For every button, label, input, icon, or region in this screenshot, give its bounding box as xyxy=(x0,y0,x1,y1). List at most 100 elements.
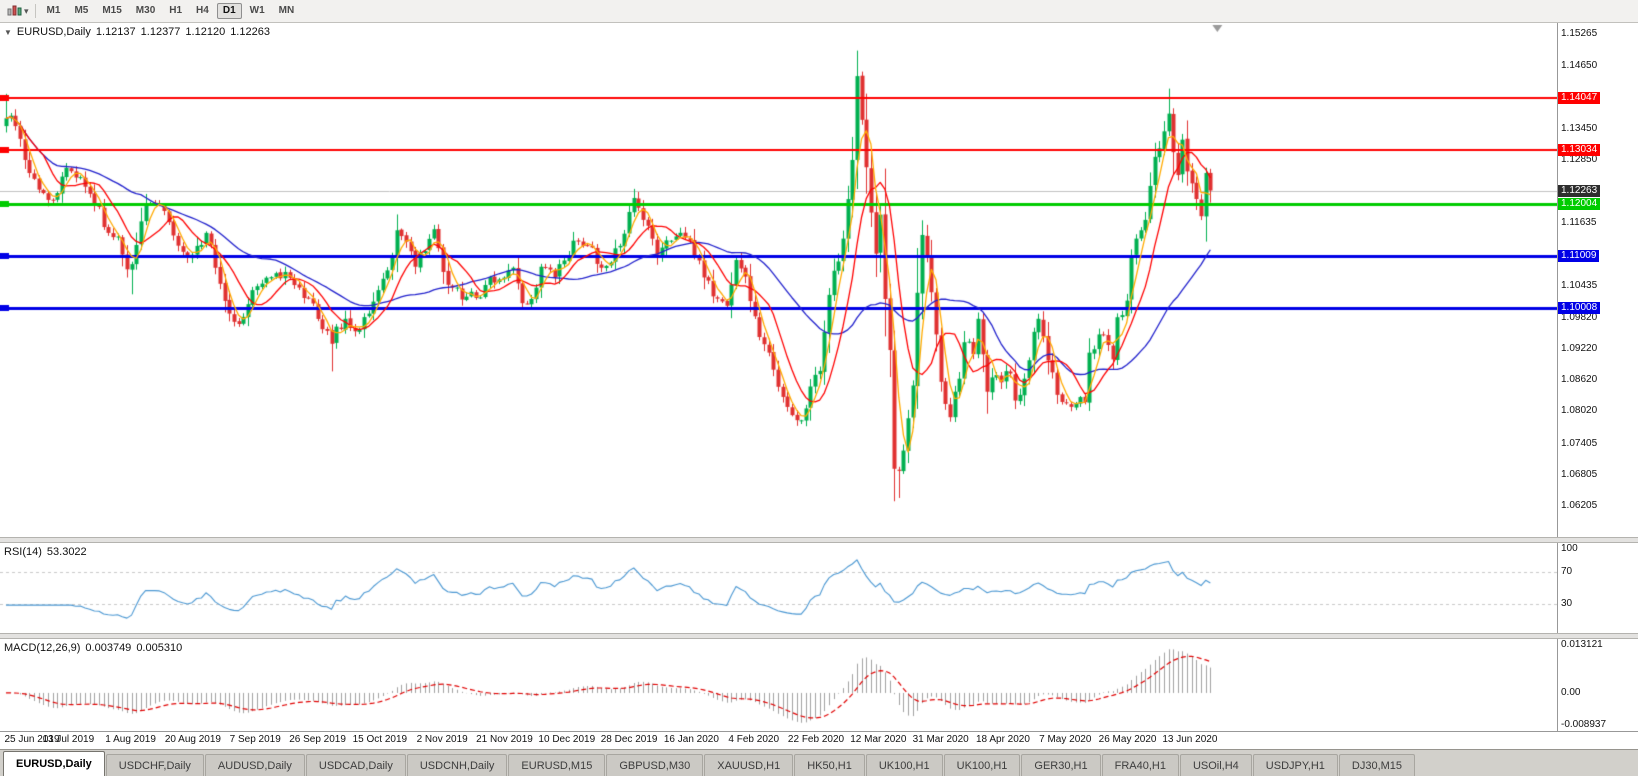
time-axis-label: 2 Nov 2019 xyxy=(416,734,468,745)
macd-axis[interactable]: 0.013121 0.00 -0.008937 xyxy=(1557,639,1638,731)
price-tick-label: 1.12850 xyxy=(1561,153,1598,165)
price-tick-label: 1.08620 xyxy=(1561,374,1598,386)
price-tick-label: 1.15265 xyxy=(1561,28,1598,40)
chart-tab-2-audusd-daily[interactable]: AUDUSD,Daily xyxy=(204,754,305,776)
rsi-panel: RSI(14) 53.3022 100 70 30 xyxy=(0,543,1638,633)
toolbar-separator xyxy=(34,4,36,18)
time-axis-label: 7 Sep 2019 xyxy=(229,734,281,745)
price-line-label: 1.12004 xyxy=(1558,198,1601,211)
time-axis-label: 31 Mar 2020 xyxy=(912,734,969,745)
time-axis-label: 13 Jul 2019 xyxy=(42,734,95,745)
chart-tab-6-gbpusd-m30[interactable]: GBPUSD,M30 xyxy=(606,754,704,776)
timeframe-buttons: M1 M5 M15 M30 H1 H4 D1 W1 MN xyxy=(41,3,301,19)
price-tick-label: 1.13450 xyxy=(1561,122,1598,134)
macd-value: 0.003749 xyxy=(85,642,132,654)
chart-tab-1-usdchf-daily[interactable]: USDCHF,Daily xyxy=(105,754,204,776)
time-axis-label: 1 Aug 2019 xyxy=(105,734,156,745)
time-axis-label: 21 Nov 2019 xyxy=(476,734,533,745)
time-axis-label: 10 Dec 2019 xyxy=(538,734,596,745)
chart-tab-13-usoil-h4[interactable]: USOil,H4 xyxy=(1179,754,1252,776)
time-axis-label: 12 Mar 2020 xyxy=(850,734,907,745)
rsi-header: RSI(14) 53.3022 xyxy=(4,546,87,558)
price-line-label: 1.10008 xyxy=(1558,301,1601,314)
price-line-label: 1.14047 xyxy=(1558,91,1601,104)
chart-open-value: 1.12137 xyxy=(95,26,136,38)
chart-header: ▼ EURUSD,Daily 1.12137 1.12377 1.12120 1… xyxy=(4,26,270,38)
panel-resize-handle[interactable] xyxy=(0,633,1638,639)
price-line-label: 1.11009 xyxy=(1558,249,1600,262)
time-axis-label: 25 Jun 2019 xyxy=(4,734,60,745)
macd-axis-label: 0.00 xyxy=(1561,686,1581,698)
chart-tab-15-dj30-m15[interactable]: DJ30,M15 xyxy=(1338,754,1416,776)
main-chart-canvas[interactable] xyxy=(0,23,1558,537)
time-axis-label: 22 Feb 2020 xyxy=(787,734,845,745)
timeframe-button-m5[interactable]: M5 xyxy=(74,5,89,16)
time-axis-label: 26 May 2020 xyxy=(1098,734,1157,745)
timeframe-button-w1[interactable]: W1 xyxy=(249,5,265,16)
price-tick-label: 1.07405 xyxy=(1561,437,1598,449)
rsi-axis-label: 100 xyxy=(1561,543,1578,554)
chart-tab-5-eurusd-m15[interactable]: EURUSD,M15 xyxy=(508,754,606,776)
macd-signal-value: 0.005310 xyxy=(136,642,183,654)
chart-symbol: EURUSD,Daily xyxy=(16,26,91,38)
macd-axis-label: 0.013121 xyxy=(1561,639,1603,650)
timeframe-button-m15[interactable]: M15 xyxy=(102,5,122,16)
chart-close-value: 1.12263 xyxy=(230,26,270,38)
collapse-chart-icon[interactable]: ▼ xyxy=(4,27,12,37)
chart-tab-14-usdjpy-h1[interactable]: USDJPY,H1 xyxy=(1252,754,1338,776)
time-axis-label: 4 Feb 2020 xyxy=(728,734,780,745)
timeframe-button-mn[interactable]: MN xyxy=(278,5,295,16)
time-axis[interactable]: 25 Jun 2019 13 Jul 2019 1 Aug 2019 20 Aug 2… xyxy=(0,731,1638,749)
timeframe-button-h1[interactable]: H1 xyxy=(169,5,183,16)
price-tick-label: 1.06805 xyxy=(1561,468,1598,480)
time-axis-label: 15 Oct 2019 xyxy=(352,734,408,745)
price-tick-label: 1.09820 xyxy=(1561,311,1598,323)
dropdown-caret-icon[interactable]: ▾ xyxy=(24,5,29,16)
price-tick-label: 1.14650 xyxy=(1561,60,1598,72)
rsi-value: 53.3022 xyxy=(46,546,87,558)
macd-axis-label: -0.008937 xyxy=(1561,719,1607,730)
rsi-axis-label: 70 xyxy=(1561,566,1573,577)
chart-tab-0-eurusd-daily[interactable]: EURUSD,Daily xyxy=(3,751,105,776)
rsi-title: RSI(14) xyxy=(4,546,42,558)
timeframe-button-m1[interactable]: M1 xyxy=(46,5,61,16)
panel-resize-handle[interactable] xyxy=(0,537,1638,543)
rsi-axis-label: 30 xyxy=(1561,598,1573,609)
timeframe-button-m30[interactable]: M30 xyxy=(135,5,156,16)
price-tick-label: 1.09220 xyxy=(1561,343,1598,354)
chart-tab-9-uk100-h1[interactable]: UK100,H1 xyxy=(865,754,943,776)
time-axis-label: 20 Aug 2019 xyxy=(164,734,221,745)
time-axis-label: 16 Jan 2020 xyxy=(663,734,719,745)
chart-tab-7-xauusd-h1[interactable]: XAUUSD,H1 xyxy=(704,754,794,776)
chart-tab-3-usdcad-daily[interactable]: USDCAD,Daily xyxy=(305,754,406,776)
timeframe-button-d1[interactable]: D1 xyxy=(216,3,242,19)
main-chart-panel: ▼ EURUSD,Daily 1.12137 1.12377 1.12120 1… xyxy=(0,23,1638,537)
macd-canvas[interactable] xyxy=(0,639,1558,731)
time-axis-label: 18 Apr 2020 xyxy=(975,734,1030,745)
timeframe-button-h4[interactable]: H4 xyxy=(196,5,209,16)
chart-tab-10-uk100-h1[interactable]: UK100,H1 xyxy=(943,754,1021,776)
time-axis-label: 28 Dec 2019 xyxy=(600,734,658,745)
price-tick-label: 1.10435 xyxy=(1561,279,1598,291)
timeframe-toolbar: ▾ M1 M5 M15 M30 H1 H4 D1 W1 MN xyxy=(0,0,1638,23)
price-tick-label: 1.11635 xyxy=(1561,217,1597,229)
chart-tab-11-ger30-h1[interactable]: GER30,H1 xyxy=(1021,754,1101,776)
time-axis-label: 7 May 2020 xyxy=(1039,734,1092,745)
macd-panel: MACD(12,26,9) 0.003749 0.005310 0.013121… xyxy=(0,639,1638,731)
rsi-canvas[interactable] xyxy=(0,543,1558,633)
chart-high-value: 1.12377 xyxy=(140,26,181,38)
chart-tabs-bar: EURUSD,Daily USDCHF,Daily AUDUSD,Daily USDC… xyxy=(0,749,1638,776)
macd-header: MACD(12,26,9) 0.003749 0.005310 xyxy=(4,642,182,654)
chart-tab-4-usdcnh-daily[interactable]: USDCNH,Daily xyxy=(406,754,508,776)
price-axis[interactable]: 1.15265 1.14650 1.13450 1.12850 1.11635 1.104… xyxy=(1557,23,1638,537)
chart-tab-12-fra40-h1[interactable]: FRA40,H1 xyxy=(1101,754,1179,776)
price-line-label: 1.13034 xyxy=(1558,144,1601,157)
rsi-axis[interactable]: 100 70 30 xyxy=(1557,543,1638,633)
chart-low-value: 1.12120 xyxy=(185,26,226,38)
chart-tab-8-hk50-h1[interactable]: HK50,H1 xyxy=(794,754,865,776)
time-axis-label: 13 Jun 2020 xyxy=(1162,734,1218,745)
macd-title: MACD(12,26,9) xyxy=(4,642,81,654)
chart-type-icon[interactable] xyxy=(5,3,23,19)
price-tick-label: 1.08020 xyxy=(1561,405,1598,417)
time-axis-label: 26 Sep 2019 xyxy=(289,734,346,745)
